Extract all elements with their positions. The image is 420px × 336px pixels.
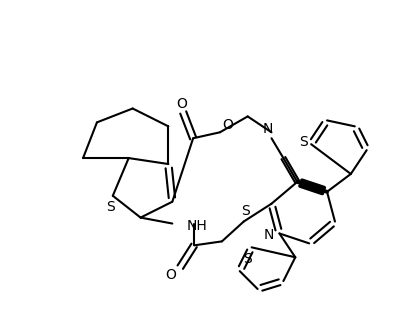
- Text: NH: NH: [186, 218, 207, 233]
- Text: S: S: [299, 135, 307, 149]
- Text: S: S: [243, 252, 252, 266]
- Text: O: O: [223, 118, 233, 132]
- Text: O: O: [165, 268, 176, 282]
- Text: O: O: [176, 96, 186, 111]
- Text: N: N: [262, 122, 273, 136]
- Text: S: S: [106, 200, 115, 214]
- Text: N: N: [263, 228, 274, 243]
- Text: S: S: [241, 204, 250, 218]
